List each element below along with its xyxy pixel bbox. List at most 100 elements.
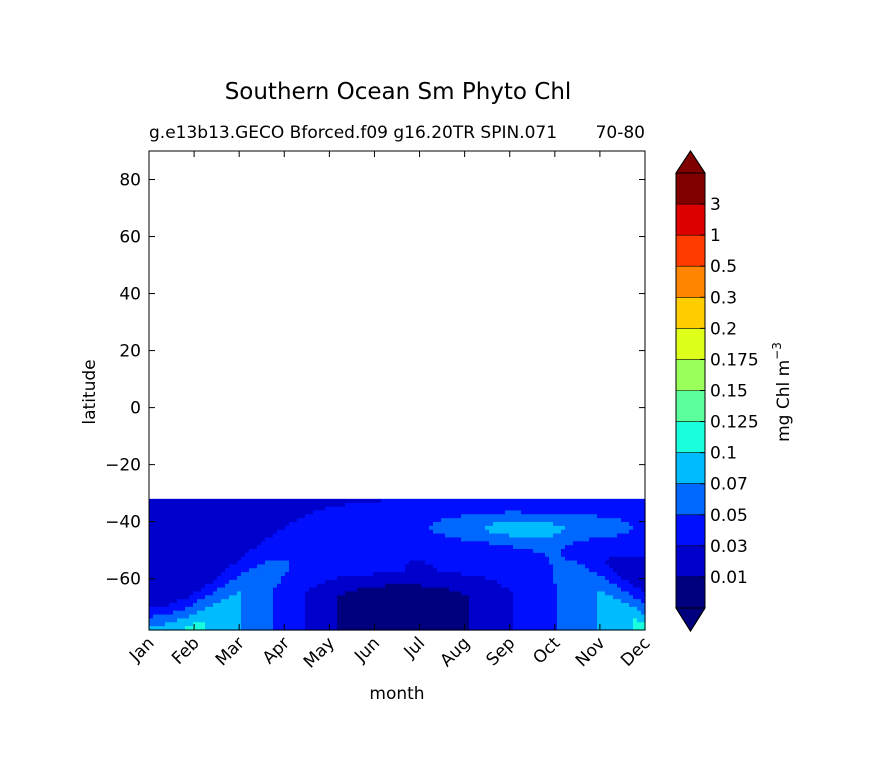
contour-cell — [433, 560, 438, 566]
contour-cell — [593, 506, 598, 512]
contour-cell — [433, 579, 438, 585]
contour-cell — [373, 560, 378, 566]
contour-cell — [529, 626, 534, 631]
contour-cell — [173, 614, 178, 620]
contour-cell — [629, 595, 634, 600]
contour-cell — [533, 521, 538, 527]
contour-cell — [229, 614, 234, 620]
contour-cell — [625, 537, 630, 542]
contour-cell — [409, 514, 414, 519]
contour-cell — [309, 599, 314, 604]
contour-cell — [317, 525, 322, 531]
contour-cell — [365, 603, 370, 608]
contour-cell — [453, 568, 458, 573]
contour-cell — [217, 591, 222, 596]
contour-cell — [405, 576, 410, 581]
contour-cell — [457, 498, 462, 504]
contour-cell — [577, 587, 582, 593]
contour-cell — [265, 545, 270, 550]
contour-cell — [557, 622, 562, 627]
contour-cell — [613, 595, 618, 600]
contour-cell — [637, 506, 642, 512]
contour-cell — [481, 521, 486, 527]
contour-cell — [393, 579, 398, 585]
contour-cell — [517, 560, 522, 566]
contour-cell — [593, 622, 598, 627]
contour-cell — [509, 552, 514, 558]
contour-cell — [305, 552, 310, 558]
contour-cell — [405, 498, 410, 504]
contour-cell — [565, 514, 570, 519]
x-tick-label: Mar — [212, 633, 249, 670]
contour-cell — [193, 518, 198, 523]
contour-cell — [389, 529, 394, 535]
contour-cell — [565, 572, 570, 577]
contour-cell — [285, 599, 290, 604]
contour-cell — [277, 591, 282, 596]
contour-cell — [385, 587, 390, 593]
contour-cell — [417, 576, 422, 581]
contour-cell — [401, 529, 406, 535]
contour-cell — [301, 556, 306, 562]
contour-cell — [397, 583, 402, 589]
contour-cell — [437, 564, 442, 569]
contour-cell — [417, 545, 422, 550]
contour-cell — [205, 498, 210, 504]
contour-cell — [273, 587, 278, 593]
contour-cell — [409, 595, 414, 600]
contour-cell — [197, 560, 202, 566]
contour-cell — [601, 595, 606, 600]
contour-cell — [325, 610, 330, 616]
contour-cell — [609, 579, 614, 585]
contour-cell — [241, 548, 246, 554]
contour-cell — [357, 525, 362, 531]
contour-cell — [501, 564, 506, 569]
contour-cell — [157, 533, 162, 539]
contour-cell — [433, 568, 438, 573]
contour-cell — [357, 552, 362, 558]
contour-cell — [369, 525, 374, 531]
contour-cell — [169, 568, 174, 573]
contour-cell — [421, 514, 426, 519]
contour-cell — [425, 591, 430, 596]
contour-cell — [569, 626, 574, 631]
contour-cell — [533, 583, 538, 589]
contour-cell — [557, 591, 562, 596]
contour-cell — [189, 626, 194, 631]
contour-cell — [285, 556, 290, 562]
colorbar-segment — [676, 576, 705, 609]
contour-cell — [201, 606, 206, 612]
contour-cell — [581, 521, 586, 527]
contour-cell — [233, 606, 238, 612]
contour-cell — [329, 518, 334, 523]
contour-cell — [497, 498, 502, 504]
contour-cell — [429, 606, 434, 612]
contour-cell — [433, 622, 438, 627]
contour-cell — [497, 564, 502, 569]
contour-cell — [217, 606, 222, 612]
contour-cell — [305, 525, 310, 531]
contour-cell — [277, 502, 282, 508]
contour-cell — [365, 614, 370, 620]
contour-cell — [625, 618, 630, 623]
contour-cell — [381, 603, 386, 608]
contour-cell — [213, 537, 218, 542]
contour-cell — [373, 525, 378, 531]
contour-cell — [549, 583, 554, 589]
contour-cell — [225, 572, 230, 577]
contour-cell — [189, 576, 194, 581]
contour-cell — [597, 579, 602, 585]
contour-cell — [469, 622, 474, 627]
contour-cell — [477, 514, 482, 519]
contour-cell — [325, 606, 330, 612]
contour-cell — [377, 603, 382, 608]
contour-cell — [397, 529, 402, 535]
contour-cell — [553, 603, 558, 608]
contour-cell — [541, 537, 546, 542]
contour-cell — [285, 521, 290, 527]
contour-cell — [161, 572, 166, 577]
contour-cell — [357, 622, 362, 627]
contour-cell — [153, 514, 158, 519]
contour-cell — [241, 552, 246, 558]
contour-cell — [449, 537, 454, 542]
